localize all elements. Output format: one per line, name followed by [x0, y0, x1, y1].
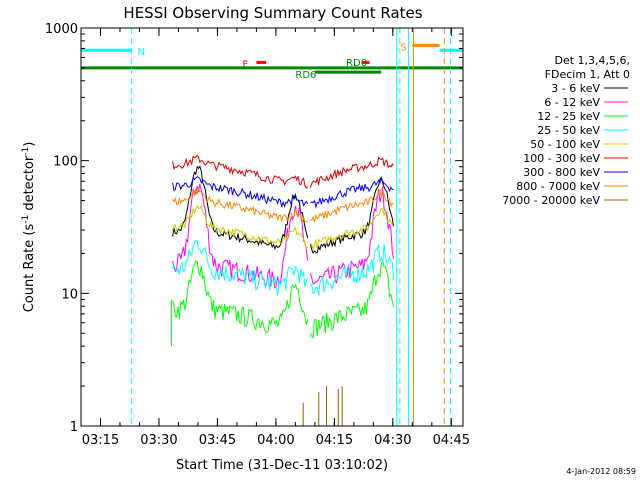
y-tick-label: 100 — [53, 155, 78, 170]
legend-label: 800 - 7000 keV — [516, 180, 600, 193]
x-tick-label: 04:45 — [433, 433, 470, 448]
y-tick-label: 1000 — [45, 22, 78, 37]
flag-label: N — [138, 47, 145, 58]
legend-label: 3 - 6 keV — [551, 82, 600, 95]
legend-label: 12 - 25 keV — [537, 110, 600, 123]
y-tick-label: 1 — [70, 420, 78, 435]
legend-label: 25 - 50 keV — [537, 124, 600, 137]
legend-label: 100 - 300 keV — [523, 152, 600, 165]
y-axis-label: Count Rate (s-1 detector-1) — [21, 142, 37, 313]
y-tick-label: 10 — [61, 287, 78, 302]
x-axis-label: Start Time (31-Dec-11 03:10:02) — [176, 458, 388, 473]
plot-frame — [80, 27, 464, 427]
legend-label: 300 - 800 keV — [523, 166, 600, 179]
series-line — [172, 239, 395, 296]
series-line — [172, 154, 394, 189]
series-line — [172, 187, 394, 224]
flag-label: RD6 — [295, 70, 316, 81]
x-tick-label: 03:45 — [199, 433, 236, 448]
x-axis: 03:15 03:30 03:45 04:00 04:15 04:30 04:45 — [80, 28, 470, 448]
x-tick-label: 04:15 — [316, 433, 353, 448]
legend: Det 1,3,4,5,6, FDecim 1, Att 0 3 - 6 keV… — [502, 54, 630, 207]
x-tick-label: 03:30 — [140, 433, 177, 448]
legend-label: 50 - 100 keV — [530, 138, 600, 151]
legend-header-line-1: Det 1,3,4,5,6, — [554, 54, 630, 67]
y-axis: 1 10 100 1000 — [45, 22, 463, 435]
flag-label: RD0 — [346, 58, 367, 69]
x-tick-label: 04:30 — [374, 433, 411, 448]
flag-label: F — [242, 59, 248, 70]
series-line — [172, 176, 394, 209]
footer-date: 4-Jan-2012 08:59 — [566, 467, 636, 476]
series-line — [172, 165, 395, 254]
series-line — [172, 259, 395, 339]
vertical-markers — [80, 28, 452, 426]
legend-label: 6 - 12 keV — [544, 96, 600, 109]
legend-label: 7000 - 20000 keV — [502, 194, 600, 207]
x-tick-label: 04:00 — [257, 433, 294, 448]
legend-header-line-2: FDecim 1, Att 0 — [545, 68, 630, 81]
flag-label: S — [400, 42, 406, 53]
flag-bars: N F RD0 RD6 S — [81, 42, 463, 81]
series-line — [172, 204, 395, 252]
x-tick-label: 03:15 — [82, 433, 119, 448]
chart-title: HESSI Observing Summary Count Rates — [123, 4, 422, 22]
plot-series — [170, 154, 395, 426]
